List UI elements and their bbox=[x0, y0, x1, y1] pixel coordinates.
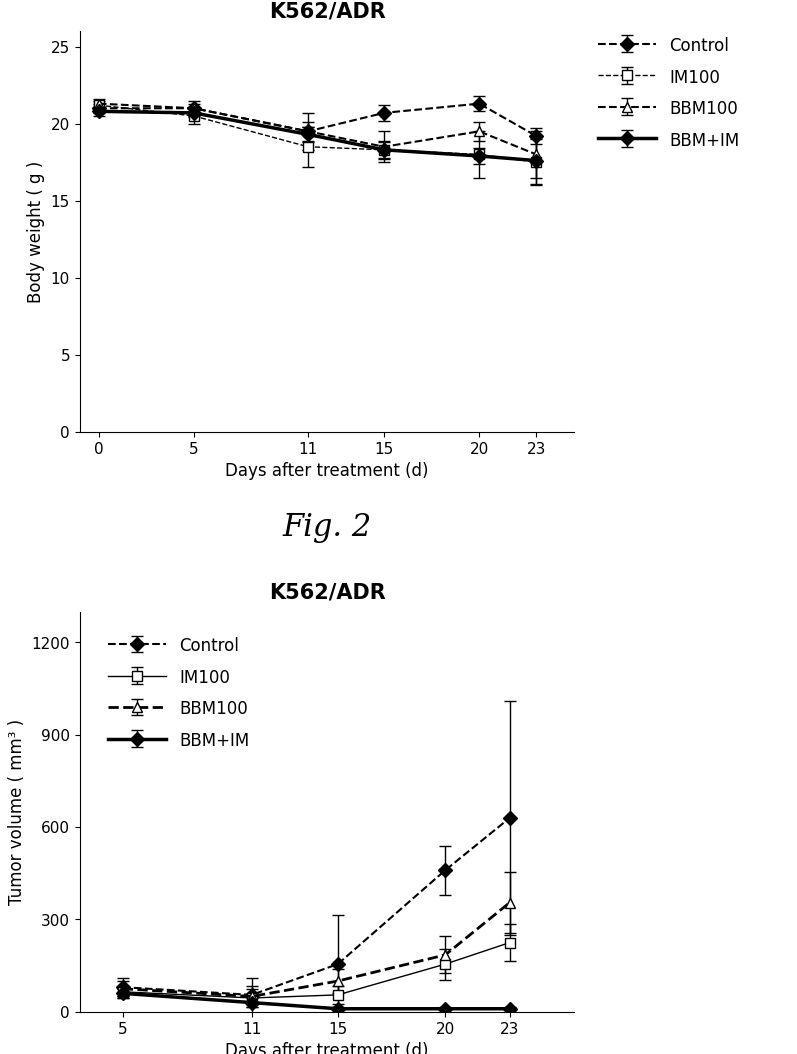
X-axis label: Days after treatment (d): Days after treatment (d) bbox=[225, 1042, 429, 1054]
Y-axis label: Body weight ( g ): Body weight ( g ) bbox=[27, 160, 45, 302]
Text: Fig. 2: Fig. 2 bbox=[282, 512, 371, 543]
X-axis label: Days after treatment (d): Days after treatment (d) bbox=[225, 462, 429, 480]
Title: K562/ADR: K562/ADR bbox=[269, 2, 385, 22]
Legend: Control, IM100, BBM100, BBM+IM: Control, IM100, BBM100, BBM+IM bbox=[592, 32, 744, 155]
Legend: Control, IM100, BBM100, BBM+IM: Control, IM100, BBM100, BBM+IM bbox=[103, 632, 255, 755]
Title: K562/ADR: K562/ADR bbox=[269, 582, 385, 602]
Y-axis label: Tumor volume ( mm³ ): Tumor volume ( mm³ ) bbox=[8, 719, 26, 904]
